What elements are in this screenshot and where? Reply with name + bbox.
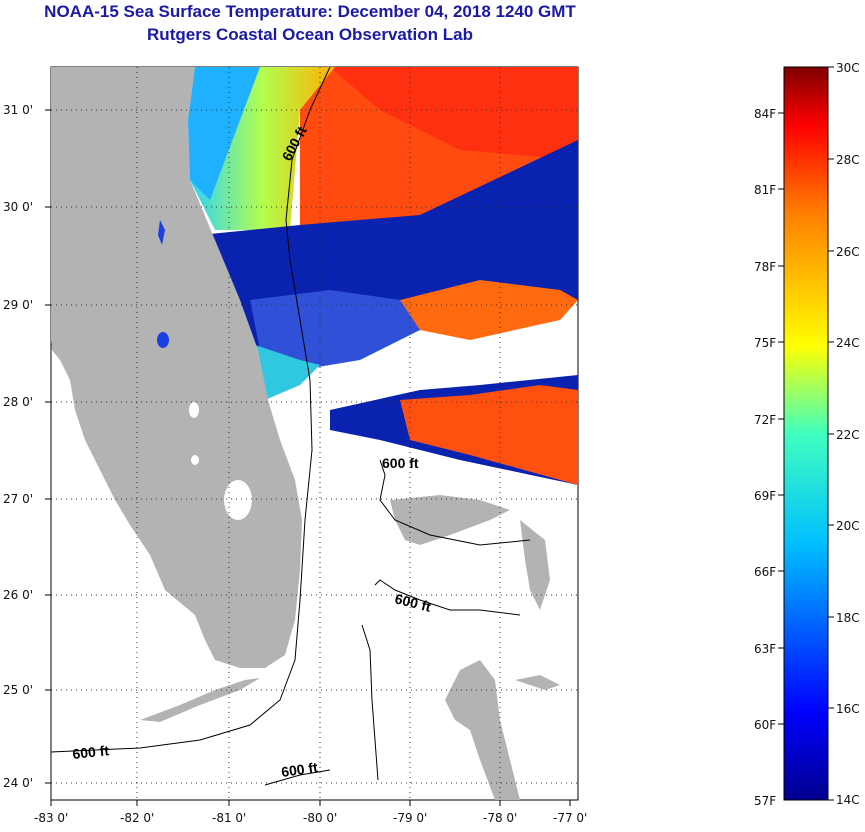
lon-label: -79 0' [393,811,428,825]
colorbar-celsius-label: 20C [836,519,860,533]
lon-label: -83 0' [34,811,69,825]
lat-label: 27 0' [3,492,34,506]
colorbar-celsius-label: 28C [836,153,860,167]
lon-label: -82 0' [120,811,155,825]
colorbar-fahrenheit-label: 78F [754,260,777,274]
new-providence [515,675,560,690]
colorbar-fahrenheit-label: 84F [754,107,777,121]
lon-label: -77 0' [553,811,588,825]
colorbar-fahrenheit-label: 75F [754,336,777,350]
inland-lake [189,402,199,418]
colorbar-ticks [778,66,834,801]
lat-label: 24 0' [3,776,34,790]
colorbar-fahrenheit-label: 66F [754,565,777,579]
lon-label: -78 0' [483,811,518,825]
graticule [51,67,578,800]
colorbar-celsius-label: 24C [836,336,860,350]
lon-label: -81 0' [212,811,247,825]
colorbar-celsius-label: 22C [836,428,860,442]
colorbar-fahrenheit-label: 63F [754,642,777,656]
lat-label: 29 0' [3,298,34,312]
colorbar-fahrenheit-label: 57F [754,794,777,808]
inland-lake-blue [157,332,169,348]
warm-patch-south [400,385,578,485]
map-subtitle: Rutgers Coastal Ocean Observation Lab [147,25,473,44]
st-johns-river [158,220,165,245]
abaco-islands [520,520,550,610]
colorbar-celsius-label: 14C [836,793,860,807]
florida-keys [140,678,260,722]
lake-okeechobee [224,480,252,520]
colorbar-fahrenheit-label: 81F [754,183,777,197]
depth-contours [51,67,531,786]
lat-label: 30 0' [3,200,34,214]
inland-lake-small [191,455,199,465]
andros-island [445,660,520,800]
lat-label: 28 0' [3,395,34,409]
cloud-edge [250,290,440,370]
colorbar-celsius-label: 26C [836,245,860,259]
axis-ticks [45,109,571,806]
sst-data-layer [51,67,578,800]
lat-label: 31 0' [3,103,34,117]
contour-label-600ft: 600 ft [72,742,110,762]
warm-patch-north [400,280,578,340]
colorbar [783,66,829,801]
contour-label-600ft: 600 ft [382,455,419,471]
colorbar-fahrenheit-label: 72F [754,413,777,427]
colorbar-fahrenheit-label: 60F [754,718,777,732]
cool-nearshore-water [188,67,260,200]
colorbar-fahrenheit-label: 69F [754,489,777,503]
map-title: NOAA-15 Sea Surface Temperature: Decembe… [44,2,576,21]
colorbar-celsius-label: 18C [836,611,860,625]
lat-label: 25 0' [3,683,34,697]
contour-label-600ft: 600 ft [280,759,319,780]
colorbar-celsius-label: 16C [836,702,860,716]
grand-bahama [390,495,510,545]
warm-water-core [330,67,578,160]
lon-label: -80 0' [303,811,338,825]
lat-label: 26 0' [3,588,34,602]
colorbar-celsius-label: 30C [836,61,860,75]
